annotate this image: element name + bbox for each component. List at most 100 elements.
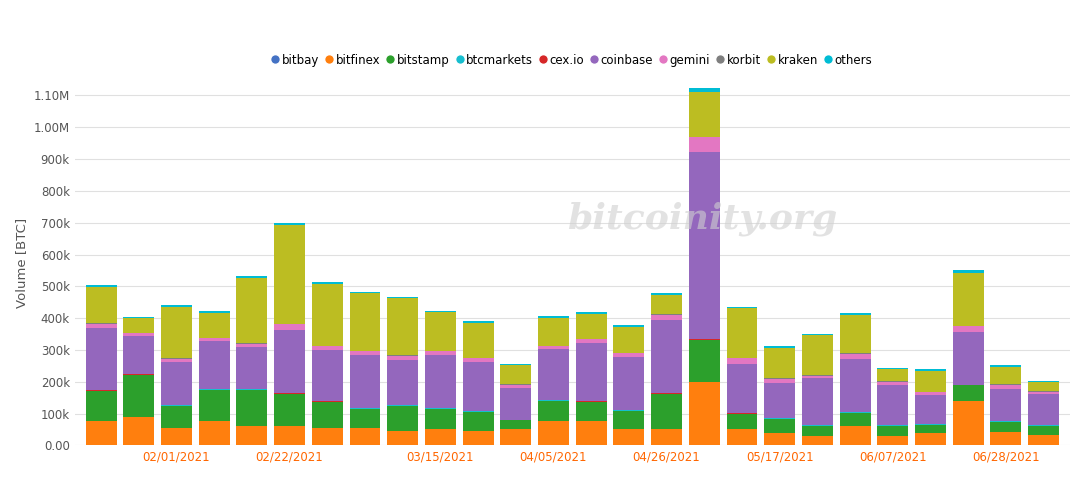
Bar	[311, 284, 343, 346]
Bar	[199, 422, 230, 445]
Bar	[538, 349, 569, 400]
Bar	[86, 285, 116, 286]
Bar	[538, 422, 569, 445]
Bar	[651, 320, 682, 393]
Bar	[727, 307, 757, 308]
Bar	[953, 326, 984, 332]
Bar	[500, 365, 532, 384]
Bar	[199, 389, 230, 422]
Bar	[576, 339, 607, 342]
Bar	[991, 385, 1021, 389]
Bar	[689, 88, 719, 92]
Bar	[840, 313, 870, 315]
Bar	[915, 369, 946, 371]
Bar	[349, 409, 381, 428]
Bar	[991, 365, 1021, 367]
Bar	[349, 293, 381, 351]
Bar	[349, 292, 381, 293]
Bar	[576, 312, 607, 314]
Bar	[1029, 391, 1059, 394]
Bar	[840, 315, 870, 353]
Bar	[161, 428, 192, 445]
Bar	[237, 426, 267, 445]
Bar	[764, 379, 795, 383]
Bar	[689, 137, 719, 151]
Bar	[237, 278, 267, 343]
Bar	[991, 367, 1021, 384]
Bar	[840, 413, 870, 426]
Bar	[878, 385, 908, 424]
Bar	[689, 382, 719, 445]
Bar	[237, 344, 267, 347]
Bar	[576, 314, 607, 339]
Bar	[500, 364, 532, 365]
Bar	[311, 428, 343, 445]
Bar	[462, 431, 494, 445]
Bar	[86, 422, 116, 445]
Bar	[425, 351, 456, 355]
Bar	[199, 338, 230, 341]
Bar	[651, 429, 682, 445]
Bar	[802, 376, 833, 378]
Bar	[387, 298, 418, 355]
Bar	[651, 394, 682, 429]
Bar	[199, 313, 230, 338]
Bar	[953, 271, 984, 274]
Bar	[387, 431, 418, 445]
Bar	[915, 371, 946, 392]
Bar	[878, 436, 908, 445]
Bar	[576, 342, 607, 401]
Bar	[727, 364, 757, 413]
Bar	[161, 305, 192, 308]
Bar	[613, 327, 644, 353]
Bar	[237, 347, 267, 388]
Bar	[275, 394, 305, 426]
Bar	[953, 274, 984, 326]
Bar	[387, 297, 418, 298]
Bar	[1029, 425, 1059, 435]
Bar	[991, 432, 1021, 445]
Bar	[425, 409, 456, 429]
Bar	[840, 359, 870, 412]
Bar	[878, 368, 908, 369]
Bar	[349, 428, 381, 445]
Bar	[613, 357, 644, 410]
Bar	[462, 358, 494, 362]
Bar	[237, 389, 267, 426]
Bar	[576, 422, 607, 445]
Y-axis label: Volume [BTC]: Volume [BTC]	[15, 217, 28, 308]
Bar	[689, 340, 719, 382]
Bar	[462, 362, 494, 411]
Bar	[349, 355, 381, 408]
Bar	[311, 346, 343, 351]
Bar	[500, 429, 532, 445]
Bar	[764, 348, 795, 378]
Bar	[727, 414, 757, 429]
Bar	[275, 225, 305, 324]
Bar	[387, 356, 418, 360]
Bar	[86, 328, 116, 390]
Bar	[651, 293, 682, 295]
Bar	[764, 346, 795, 348]
Bar	[651, 315, 682, 320]
Bar	[613, 354, 644, 357]
Bar	[991, 389, 1021, 421]
Bar	[462, 323, 494, 358]
Bar	[425, 355, 456, 408]
Bar	[199, 311, 230, 313]
Bar	[86, 324, 116, 328]
Bar	[1029, 380, 1059, 382]
Bar	[538, 316, 569, 318]
Bar	[1029, 382, 1059, 391]
Bar	[311, 402, 343, 428]
Bar	[500, 385, 532, 388]
Bar	[275, 223, 305, 225]
Bar	[161, 308, 192, 358]
Bar	[727, 358, 757, 364]
Bar	[124, 417, 154, 445]
Bar	[1029, 435, 1059, 445]
Bar	[689, 92, 719, 137]
Bar	[878, 382, 908, 385]
Bar	[613, 411, 644, 429]
Bar	[764, 433, 795, 445]
